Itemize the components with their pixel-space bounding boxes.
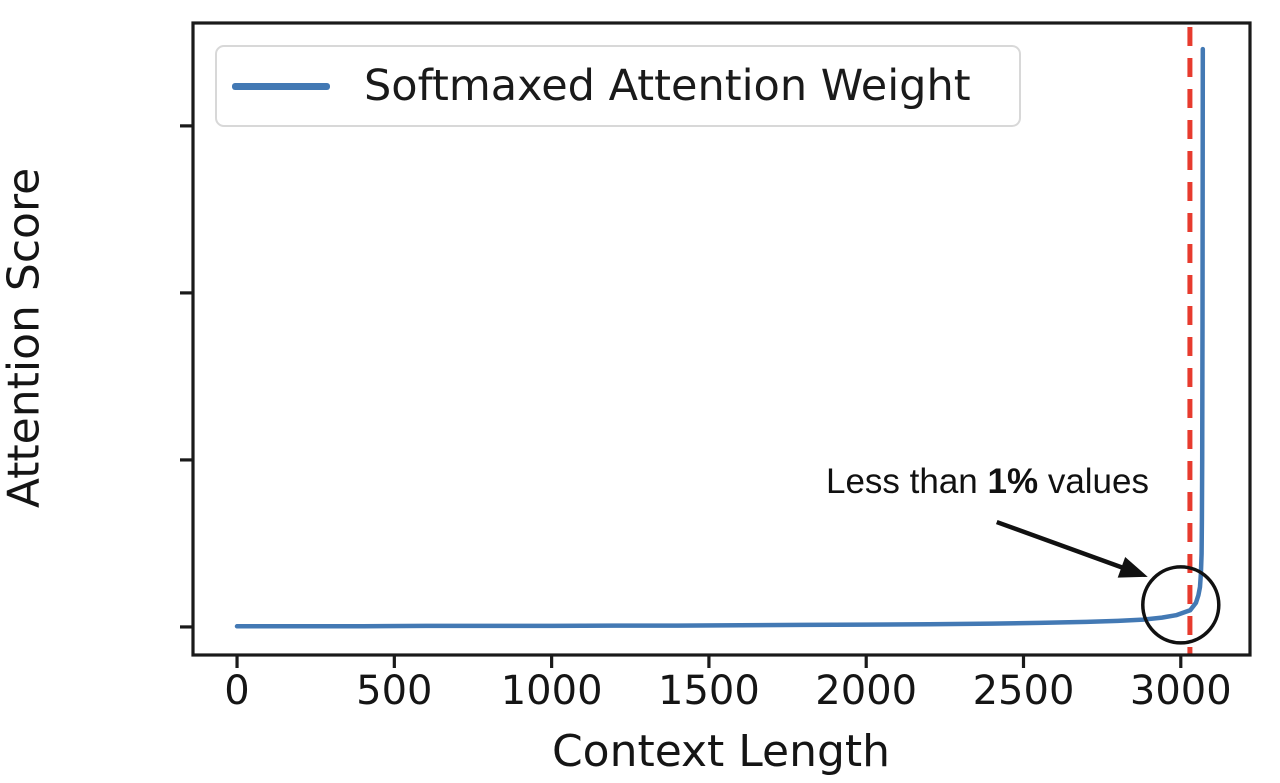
x-tick-labels: 0 500 1000 1500 2000 2500 3000 (0, 668, 1280, 720)
highlight-circle (1141, 565, 1221, 645)
x-tick-label: 500 (356, 668, 433, 714)
legend: Softmaxed Attention Weight (215, 45, 1021, 127)
annotation-text: Less than 1% values (826, 462, 1149, 502)
annotation-text-suffix: values (1038, 462, 1149, 501)
x-tick-label: 3000 (1129, 668, 1232, 714)
annotation-arrow-head-icon (1117, 556, 1148, 578)
x-tick-label: 1500 (658, 668, 760, 714)
x-tick-label: 0 (224, 668, 250, 714)
x-axis-label: Context Length (551, 726, 891, 777)
x-tick-label: 2000 (815, 668, 918, 714)
attention-weight-curve (234, 46, 1206, 629)
annotation-arrow-shaft (995, 519, 1126, 571)
plot-border (191, 21, 1252, 657)
legend-label: Softmaxed Attention Weight (364, 61, 971, 111)
annotation-text-bold: 1% (987, 462, 1039, 501)
y-axis-label: Attention Score (0, 167, 50, 509)
legend-line-sample-icon (232, 82, 330, 90)
x-tick-label: 1000 (500, 668, 603, 714)
annotation-text-prefix: Less than (826, 462, 988, 501)
x-tick-label: 2500 (972, 668, 1075, 714)
